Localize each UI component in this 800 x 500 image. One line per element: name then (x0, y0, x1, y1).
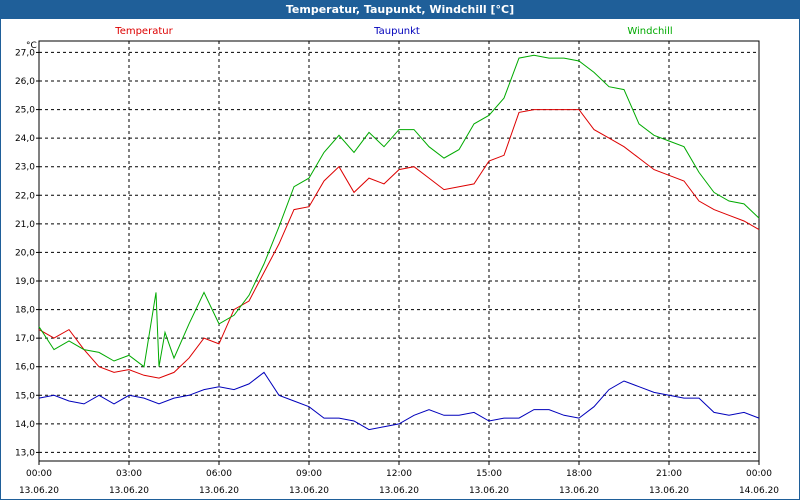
x-tick-date: 13.06.20 (469, 486, 509, 496)
y-tick-label: 15,0 (15, 391, 35, 401)
x-tick-time: 00:00 (26, 469, 52, 479)
x-tick-date: 13.06.20 (109, 486, 149, 496)
x-tick-time: 18:00 (566, 469, 592, 479)
y-tick-label: 27,0 (15, 48, 35, 58)
x-tick-date: 14.06.20 (739, 486, 779, 496)
y-tick-label: 13,0 (15, 448, 35, 458)
x-tick-date: 13.06.20 (379, 486, 419, 496)
y-tick-label: 24,0 (15, 134, 35, 144)
y-tick-label: 23,0 (15, 163, 35, 173)
x-tick-time: 12:00 (386, 469, 412, 479)
y-tick-label: 25,0 (15, 106, 35, 116)
x-tick-date: 13.06.20 (289, 486, 329, 496)
series-line-temperatur (38, 109, 760, 379)
legend-temperatur: Temperatur (114, 26, 173, 37)
series-line-taupunkt (38, 371, 760, 431)
y-tick-label: 21,0 (15, 220, 35, 230)
x-tick-date: 13.06.20 (19, 486, 59, 496)
x-tick-date: 13.06.20 (199, 486, 239, 496)
y-tick-label: 14,0 (15, 420, 35, 430)
x-tick-time: 21:00 (656, 469, 682, 479)
x-tick-time: 15:00 (476, 469, 502, 479)
y-tick-label: 20,0 (15, 248, 35, 258)
x-tick-date: 13.06.20 (559, 486, 599, 496)
x-tick-time: 03:00 (116, 469, 142, 479)
series-line-windchill (38, 54, 760, 368)
window-title: Temperatur, Taupunkt, Windchill [°C] (1, 1, 799, 19)
y-tick-label: 19,0 (15, 277, 35, 287)
x-tick-date: 13.06.20 (649, 486, 689, 496)
y-tick-label: 18,0 (15, 306, 35, 316)
x-tick-time: 00:00 (746, 469, 772, 479)
y-axis-unit: °C (26, 41, 37, 51)
legend-windchill: Windchill (627, 26, 672, 37)
legend-taupunkt: Taupunkt (373, 26, 420, 37)
y-tick-label: 22,0 (15, 191, 35, 201)
x-tick-time: 06:00 (206, 469, 232, 479)
y-tick-label: 26,0 (15, 77, 35, 87)
y-tick-label: 16,0 (15, 363, 35, 373)
x-tick-time: 09:00 (296, 469, 322, 479)
y-tick-label: 17,0 (15, 334, 35, 344)
